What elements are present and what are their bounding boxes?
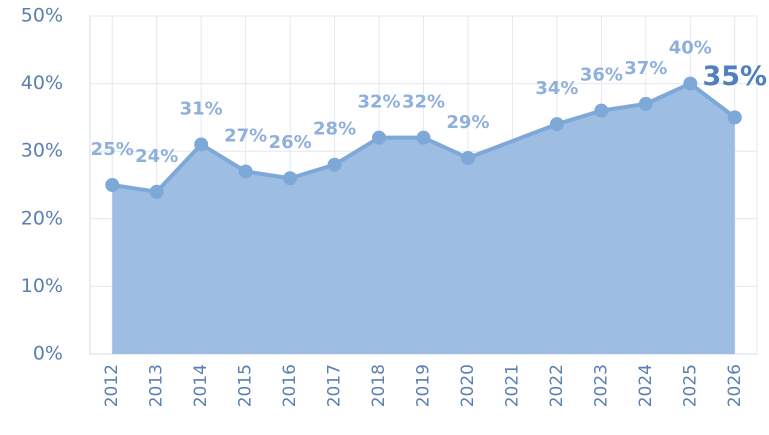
value-label: 31%	[180, 98, 223, 119]
x-tick-label: 2015	[236, 364, 256, 407]
value-label: 24%	[135, 146, 178, 167]
value-label: 40%	[669, 38, 712, 59]
x-tick-label: 2021	[502, 364, 522, 407]
x-tick-label: 2012	[102, 364, 122, 407]
x-tick-label: 2025	[680, 364, 700, 407]
point	[416, 130, 431, 145]
point	[549, 117, 564, 132]
point	[372, 130, 387, 145]
y-tick-label: 50%	[21, 5, 63, 27]
x-tick-label: 2023	[591, 364, 611, 407]
y-tick-label: 10%	[21, 275, 63, 297]
value-label: 25%	[91, 139, 134, 160]
x-tick-label: 2018	[369, 364, 389, 407]
value-label: 34%	[535, 78, 578, 99]
x-tick-label: 2019	[414, 364, 434, 407]
point	[105, 178, 120, 192]
value-label: 35%	[702, 61, 767, 92]
y-tick-label: 20%	[21, 207, 63, 229]
value-label: 32%	[357, 92, 400, 113]
area	[112, 83, 735, 354]
point	[194, 137, 209, 152]
point	[283, 171, 298, 186]
x-tick-label: 2017	[325, 364, 345, 407]
x-tick-label: 2022	[547, 364, 567, 407]
point	[238, 164, 253, 179]
point	[594, 103, 609, 118]
y-tick-label: 0%	[33, 343, 63, 365]
value-label: 27%	[224, 125, 267, 146]
x-tick-label: 2014	[191, 364, 211, 407]
value-label: 28%	[313, 119, 356, 140]
point	[638, 96, 653, 111]
y-tick-label: 40%	[21, 72, 63, 94]
value-label: 26%	[269, 132, 312, 153]
point	[327, 157, 342, 172]
value-label: 32%	[402, 92, 445, 113]
x-tick-label: 2020	[458, 364, 478, 407]
x-tick-label: 2013	[147, 364, 167, 407]
point	[683, 76, 698, 91]
point	[727, 110, 742, 125]
y-tick-label: 30%	[21, 140, 63, 162]
value-label: 29%	[446, 112, 489, 133]
value-label: 36%	[580, 65, 623, 86]
value-label: 37%	[624, 58, 667, 79]
x-tick-label: 2024	[636, 364, 656, 407]
x-tick-label: 2016	[280, 364, 300, 407]
point	[460, 150, 475, 165]
x-tick-label: 2026	[725, 364, 745, 407]
line	[111, 81, 736, 194]
point	[149, 184, 164, 199]
